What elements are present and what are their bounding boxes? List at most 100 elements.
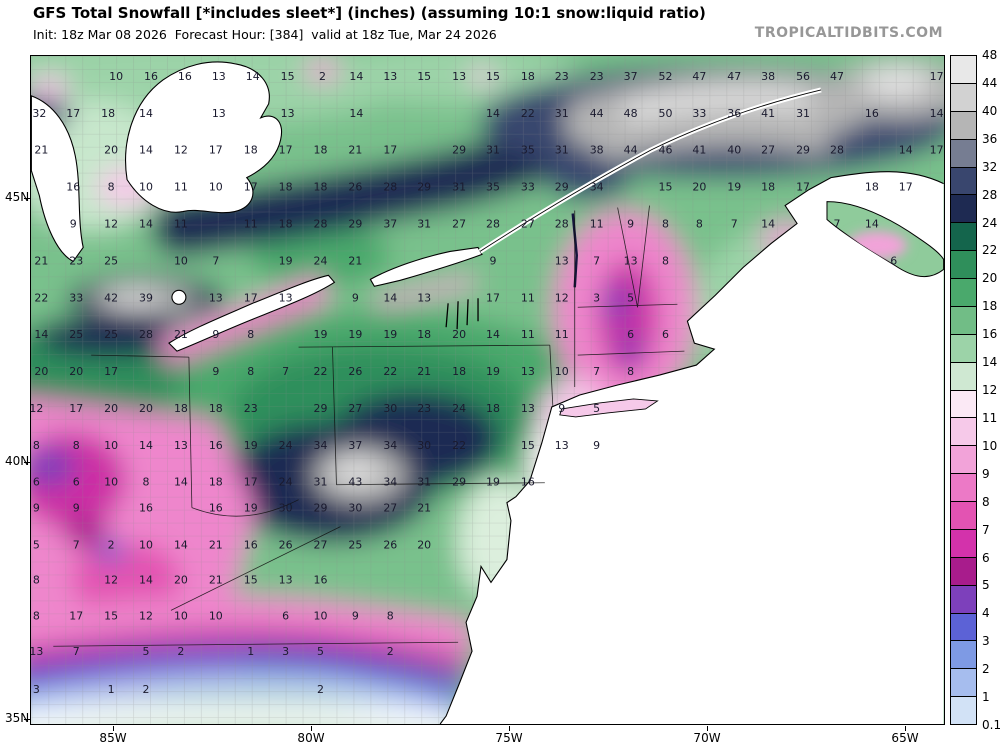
snowfall-value: 34 xyxy=(314,439,328,452)
snowfall-value: 37 xyxy=(383,217,397,230)
snowfall-value: 10 xyxy=(209,609,223,622)
snowfall-value: 10 xyxy=(104,439,118,452)
snowfall-value: 25 xyxy=(69,328,83,341)
snowfall-value: 14 xyxy=(899,144,913,157)
colorbar-tick-label: 9 xyxy=(982,466,990,481)
snowfall-value: 5 xyxy=(593,402,600,415)
lat-tick-label: 40N xyxy=(5,454,30,468)
lon-tick-label: 85W xyxy=(99,731,127,745)
snowfall-value: 7 xyxy=(593,254,600,267)
snowfall-value: 24 xyxy=(314,254,328,267)
snowfall-value: 31 xyxy=(555,144,569,157)
snowfall-value: 3 xyxy=(33,683,40,696)
snowfall-value: 14 xyxy=(486,107,500,120)
colorbar-tick-label: 3 xyxy=(982,634,990,649)
colorbar-cell xyxy=(951,56,976,83)
snowfall-value: 22 xyxy=(34,291,48,304)
snowfall-value: 50 xyxy=(658,107,672,120)
snowfall-value: 21 xyxy=(34,254,48,267)
lake-michigan xyxy=(31,95,84,263)
lat-tick-label: 45N xyxy=(5,190,30,204)
lake-huron xyxy=(125,61,283,214)
snowfall-value: 21 xyxy=(34,144,48,157)
snowfall-value: 7 xyxy=(731,217,738,230)
snowfall-value: 9 xyxy=(212,365,219,378)
colorbar-tick-label: 6 xyxy=(982,550,990,565)
colorbar-cell xyxy=(951,222,976,251)
snowfall-value: 21 xyxy=(348,254,362,267)
snowfall-value: 13 xyxy=(521,365,535,378)
snowfall-value: 12 xyxy=(104,217,118,230)
snowfall-value: 9 xyxy=(70,217,77,230)
snowfall-value: 8 xyxy=(108,181,115,194)
colorbar-labels: 48 44 40 36 32 28 24 22 20 18 16 14 12 11 10 9 8 7 6 5 4 3 2 1 0… xyxy=(982,48,1000,732)
snowfall-value: 16 xyxy=(144,70,158,83)
snowfall-value: 16 xyxy=(209,502,223,515)
snowfall-value: 18 xyxy=(486,402,500,415)
colorbar-tick-label: 20 xyxy=(982,271,998,286)
snowfall-value: 9 xyxy=(352,291,359,304)
snowfall-value: 15 xyxy=(486,70,500,83)
snowfall-value: 25 xyxy=(348,539,362,552)
colorbar-tick-label: 36 xyxy=(982,131,998,146)
snowfall-value: 22 xyxy=(452,439,466,452)
snowfall-value: 11 xyxy=(244,217,258,230)
snowfall-value: 34 xyxy=(383,476,397,489)
snowfall-value: 7 xyxy=(833,217,840,230)
snowfall-value: 35 xyxy=(521,144,535,157)
atlantic-ocean xyxy=(440,171,944,724)
colorbar-cell xyxy=(951,612,976,641)
snowfall-value: 23 xyxy=(417,402,431,415)
lon-tick xyxy=(311,726,312,731)
canada-border xyxy=(479,89,822,252)
snowfall-value: 13 xyxy=(452,70,466,83)
colorbar-cell xyxy=(951,640,976,669)
snowfall-value: 17 xyxy=(796,181,810,194)
snowfall-value: 9 xyxy=(558,402,565,415)
colorbar-cell xyxy=(951,305,976,334)
snowfall-value: 31 xyxy=(486,144,500,157)
snowfall-value: 17 xyxy=(244,476,258,489)
lake-ontario xyxy=(369,246,483,287)
snowfall-value: 24 xyxy=(279,439,293,452)
colorbar-tick-label: 18 xyxy=(982,299,998,314)
snowfall-value: 9 xyxy=(489,254,496,267)
snowfall-value: 11 xyxy=(174,181,188,194)
snowfall-value: 26 xyxy=(383,539,397,552)
snowfall-value: 28 xyxy=(555,217,569,230)
colorbar-cell xyxy=(951,417,976,446)
snowfall-value: 32 xyxy=(32,107,46,120)
snowfall-value: 2 xyxy=(319,70,326,83)
snowfall-value: 22 xyxy=(314,365,328,378)
colorbar-tick-label: 7 xyxy=(982,522,990,537)
snowfall-value: 16 xyxy=(178,70,192,83)
snowfall-value: 17 xyxy=(899,181,913,194)
snowfall-value: 13 xyxy=(279,573,293,586)
snowfall-value: 9 xyxy=(212,328,219,341)
snowfall-value: 26 xyxy=(348,365,362,378)
snowfall-value: 29 xyxy=(452,144,466,157)
snowfall-value: 13 xyxy=(555,254,569,267)
lon-tick-label: 75W xyxy=(495,731,523,745)
snowfall-value: 17 xyxy=(383,144,397,157)
snowfall-value: 41 xyxy=(761,107,775,120)
snowfall-value: 31 xyxy=(417,476,431,489)
snowfall-value: 27 xyxy=(761,144,775,157)
snowfall-value: 6 xyxy=(282,609,289,622)
snowfall-value: 29 xyxy=(314,402,328,415)
snowfall-value: 18 xyxy=(314,181,328,194)
snowfall-value: 13 xyxy=(174,439,188,452)
snowfall-value: 33 xyxy=(69,291,83,304)
snowfall-value: 2 xyxy=(387,645,394,658)
snowfall-value: 1 xyxy=(247,645,254,658)
snowfall-value: 17 xyxy=(104,365,118,378)
colorbar-cell xyxy=(951,501,976,529)
snowfall-value: 10 xyxy=(104,476,118,489)
snowfall-value: 18 xyxy=(209,402,223,415)
snowfall-value: 30 xyxy=(279,502,293,515)
snowfall-value: 18 xyxy=(279,181,293,194)
snowfall-value: 13 xyxy=(212,107,226,120)
snowfall-value: 10 xyxy=(109,70,123,83)
snowfall-value: 11 xyxy=(521,328,535,341)
snowfall-value: 5 xyxy=(143,645,150,658)
